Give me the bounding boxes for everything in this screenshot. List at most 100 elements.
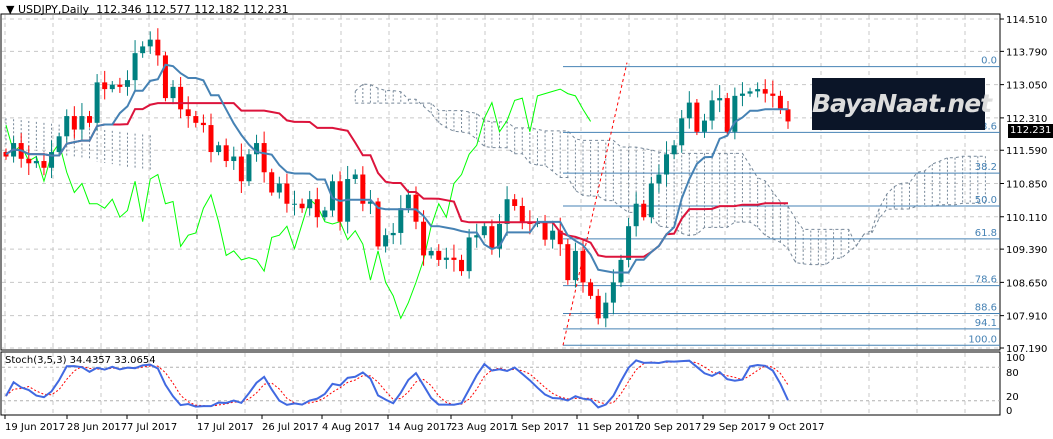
price-axis-label: 107.910 [1006,312,1047,323]
candle-bear [200,122,206,126]
candle-bull [147,39,153,47]
candle-bear [459,259,465,272]
candle-bear [269,172,275,193]
candle-bull [307,199,313,209]
candle-bear [436,250,442,260]
candle-bull [109,84,115,90]
candle-bear [565,244,571,281]
price-axis-label: 112.310 [1006,114,1047,125]
candle-bear [785,109,791,122]
stoch-axis-label: 100 [1006,353,1025,364]
candle-bear [87,116,93,123]
date-axis-label: 14 Aug 2017 [388,422,452,433]
candle-bull [64,116,70,137]
candle-bull [709,100,715,121]
candle-bull [216,145,222,153]
candle-bear [193,116,199,123]
price-axis-label: 113.050 [1006,81,1047,92]
candle-bull [352,174,358,180]
candle-bear [724,98,730,132]
candle-bear [208,125,214,153]
candle-bear [641,203,647,218]
ohlc-open: 112.346 [96,3,142,16]
candle-bull [618,259,624,283]
candle-bear [557,230,563,245]
candle-bull [671,145,677,155]
candle-bull [755,89,761,92]
candle-bear [26,158,32,164]
candle-bull [443,257,449,260]
fib-level-label: 94.1 [975,318,997,329]
main-panel-frame [0,13,1001,351]
candle-bull [466,237,472,272]
candle-bear [542,221,548,240]
watermark-logo: BayaNaat.net [812,78,992,130]
candle-bear [102,82,108,90]
date-axis-label: 28 Jun 2017 [67,422,127,433]
price-axis-label: 113.790 [1006,47,1047,58]
fib-trend-line [562,62,628,346]
candle-bear [375,201,381,247]
symbol-label: USDJPY,Daily [17,3,90,16]
candle-bear [3,152,9,157]
candle-bull [33,161,39,164]
candle-bear [421,221,427,256]
collapse-triangle-icon[interactable]: ▼ [6,3,15,16]
candle-bear [694,102,700,132]
current-price-tag: 112.231 [1008,124,1053,138]
candle-bull [140,46,146,54]
candle-bear [155,39,161,56]
tenkan-sen-line [5,63,788,274]
candle-bear [770,93,776,96]
date-axis-label: 7 Jul 2017 [127,422,177,433]
fib-level-label: 50.0 [975,195,997,206]
candle-bear [512,199,518,206]
chikou-span-line [5,88,592,320]
candle-bull [679,118,685,146]
candle-bull [390,232,396,236]
date-axis-label: 20 Sep 2017 [638,422,701,433]
candle-bull [656,174,662,184]
candle-bull [94,82,100,123]
date-axis-label: 1 Sep 2017 [512,422,569,433]
candle-bull [633,203,639,227]
stoch-axis-label: 20 [1006,392,1019,403]
date-axis-label: 9 Oct 2017 [769,422,824,433]
stoch-axis-label: 0 [1006,406,1012,417]
fib-level-label: 100.0 [968,334,997,345]
candle-bear [413,194,419,222]
price-axis-label: 110.850 [1006,180,1047,191]
candle-bull [504,199,510,224]
candle-bull [481,226,487,236]
candle-bull [474,235,480,238]
candle-bull [276,183,282,193]
candle-bear [580,250,586,283]
candle-bull [405,194,411,209]
price-axis-label: 109.390 [1006,245,1047,256]
fib-level-label: 0.0 [981,56,997,67]
ohlc-close: 112.231 [243,3,289,16]
candle-bull [428,250,434,256]
candle-bull [367,201,373,204]
candle-bear [238,156,244,182]
chart-title: ▼ USDJPY,Daily 112.346 112.577 112.182 1… [6,3,289,16]
fib-level-label: 61.8 [975,228,997,239]
fib-level-label: 38.2 [975,162,997,173]
stoch-panel-frame [0,351,1001,416]
stoch-title: Stoch(3,5,3) 34.4357 33.0654 [5,355,156,366]
senkou-span-b-line [355,102,986,247]
candle-bull [648,183,654,218]
date-axis-label: 26 Jul 2017 [262,422,319,433]
candle-bull [572,250,578,281]
candle-bull [79,116,85,130]
candle-bear [41,161,47,168]
date-axis-label: 23 Aug 2017 [451,422,515,433]
candle-bear [178,86,184,110]
fib-level-label: 88.6 [975,303,997,314]
ohlc-low: 112.182 [194,3,240,16]
ohlc-high: 112.577 [145,3,191,16]
stoch-main-line [5,359,789,409]
candle-bull [732,95,738,132]
candle-bear [223,145,229,162]
